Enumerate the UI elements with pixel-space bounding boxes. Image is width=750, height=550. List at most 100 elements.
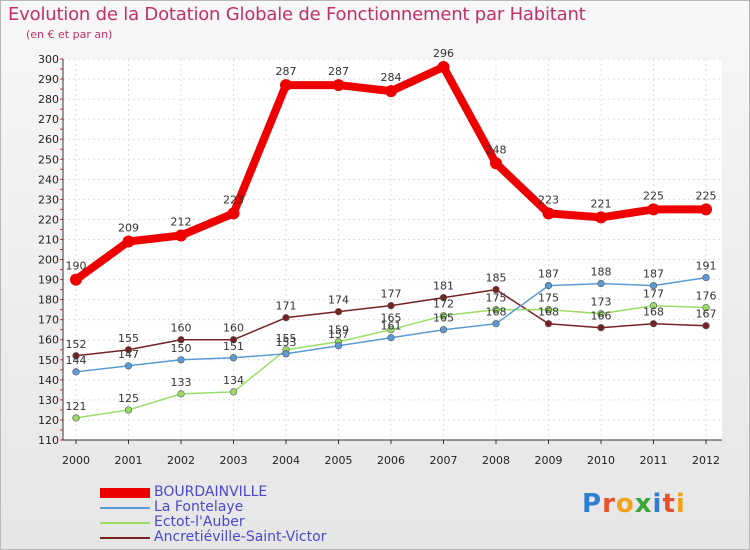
y-tick-label: 230 — [38, 193, 59, 206]
data-label-0: 190 — [66, 260, 87, 273]
data-point-0 — [437, 61, 450, 74]
y-tick-label: 220 — [38, 213, 59, 226]
data-point-2 — [597, 310, 605, 318]
x-tick-label: 2008 — [482, 454, 510, 467]
y-tick-label: 250 — [38, 153, 59, 166]
data-point-2 — [72, 414, 80, 422]
data-label-3: 171 — [276, 300, 297, 313]
data-label-2: 175 — [538, 292, 559, 305]
y-tick-label: 190 — [38, 274, 59, 287]
data-point-0 — [280, 79, 292, 92]
x-tick-label: 2004 — [272, 454, 300, 467]
y-tick-label: 120 — [38, 414, 59, 427]
data-label-1: 161 — [381, 320, 402, 333]
data-point-2 — [544, 306, 553, 314]
logo-letter: i — [652, 489, 663, 519]
data-label-2: 176 — [696, 290, 717, 303]
y-tick-label: 160 — [38, 334, 59, 347]
data-point-3 — [282, 314, 290, 322]
y-tick-label: 280 — [38, 93, 59, 106]
data-label-3: 168 — [643, 306, 664, 319]
data-point-3 — [649, 320, 658, 328]
logo-letter: o — [615, 489, 635, 519]
data-point-0 — [227, 207, 240, 220]
data-label-0: 287 — [328, 65, 349, 78]
data-label-0: 212 — [171, 215, 192, 228]
y-tick-label: 300 — [38, 53, 59, 66]
data-point-0 — [175, 229, 187, 242]
data-label-0: 223 — [223, 193, 244, 206]
data-point-3 — [597, 324, 605, 332]
data-label-0: 225 — [643, 189, 664, 202]
data-point-0 — [332, 79, 345, 92]
data-label-1: 147 — [118, 348, 139, 361]
data-label-3: 168 — [538, 306, 559, 319]
data-label-2: 177 — [643, 288, 664, 301]
data-point-3 — [72, 352, 80, 360]
data-label-1: 188 — [591, 266, 612, 279]
legend-label: Ectot-l'Auber — [154, 514, 245, 530]
data-label-0: 248 — [486, 143, 507, 156]
data-label-1: 168 — [486, 306, 507, 319]
data-point-2 — [124, 406, 133, 414]
data-point-2 — [177, 390, 185, 398]
data-label-1: 144 — [66, 354, 87, 367]
data-point-2 — [702, 304, 710, 312]
data-label-0: 284 — [381, 71, 402, 84]
data-point-1 — [439, 326, 448, 334]
data-label-2: 134 — [223, 374, 244, 387]
data-point-3 — [334, 308, 343, 316]
data-point-1 — [72, 368, 80, 376]
data-point-3 — [439, 294, 448, 302]
logo-letter: t — [662, 489, 676, 519]
data-point-2 — [387, 326, 395, 334]
logo-letter: r — [602, 489, 616, 519]
data-label-1: 150 — [171, 342, 192, 355]
data-point-0 — [122, 235, 135, 248]
data-point-3 — [544, 320, 553, 328]
y-tick-label: 110 — [38, 434, 59, 447]
data-point-3 — [702, 322, 710, 330]
x-tick-label: 2007 — [430, 454, 458, 467]
x-tick-label: 2002 — [167, 454, 195, 467]
data-point-1 — [544, 281, 553, 290]
y-tick-label: 210 — [38, 233, 59, 246]
x-tick-label: 2000 — [62, 454, 90, 467]
data-point-1 — [492, 320, 500, 328]
x-tick-label: 2010 — [587, 454, 615, 467]
data-point-0 — [385, 85, 397, 98]
data-point-2 — [649, 302, 658, 310]
data-label-2: 175 — [486, 292, 507, 305]
data-label-0: 209 — [118, 221, 139, 234]
data-point-1 — [649, 281, 658, 290]
data-label-3: 160 — [223, 322, 244, 335]
data-point-1 — [702, 273, 710, 282]
data-label-0: 221 — [591, 197, 612, 210]
y-tick-label: 140 — [38, 374, 59, 387]
y-tick-label: 260 — [38, 133, 59, 146]
proxiti-logo: Proxiti — [582, 489, 686, 519]
data-point-3 — [229, 336, 238, 344]
data-point-3 — [387, 302, 395, 310]
data-label-2: 165 — [381, 312, 402, 325]
y-tick-label: 290 — [38, 73, 59, 86]
data-label-3: 174 — [328, 294, 349, 307]
data-label-3: 152 — [66, 338, 87, 351]
data-point-2 — [439, 312, 448, 320]
data-point-1 — [597, 279, 605, 288]
data-point-1 — [334, 342, 343, 350]
data-label-3: 167 — [696, 308, 717, 321]
data-point-1 — [387, 334, 395, 342]
data-label-1: 151 — [223, 340, 244, 353]
y-tick-label: 150 — [38, 354, 59, 367]
data-label-3: 155 — [118, 332, 139, 345]
data-label-1: 187 — [643, 268, 664, 281]
data-point-0 — [595, 211, 607, 224]
chart-subtitle: (en € et par an) — [26, 28, 113, 41]
data-point-0 — [700, 203, 712, 216]
logo-letter: x — [634, 489, 653, 519]
y-tick-label: 130 — [38, 394, 59, 407]
data-point-3 — [177, 336, 185, 344]
logo-letter: P — [582, 489, 603, 519]
